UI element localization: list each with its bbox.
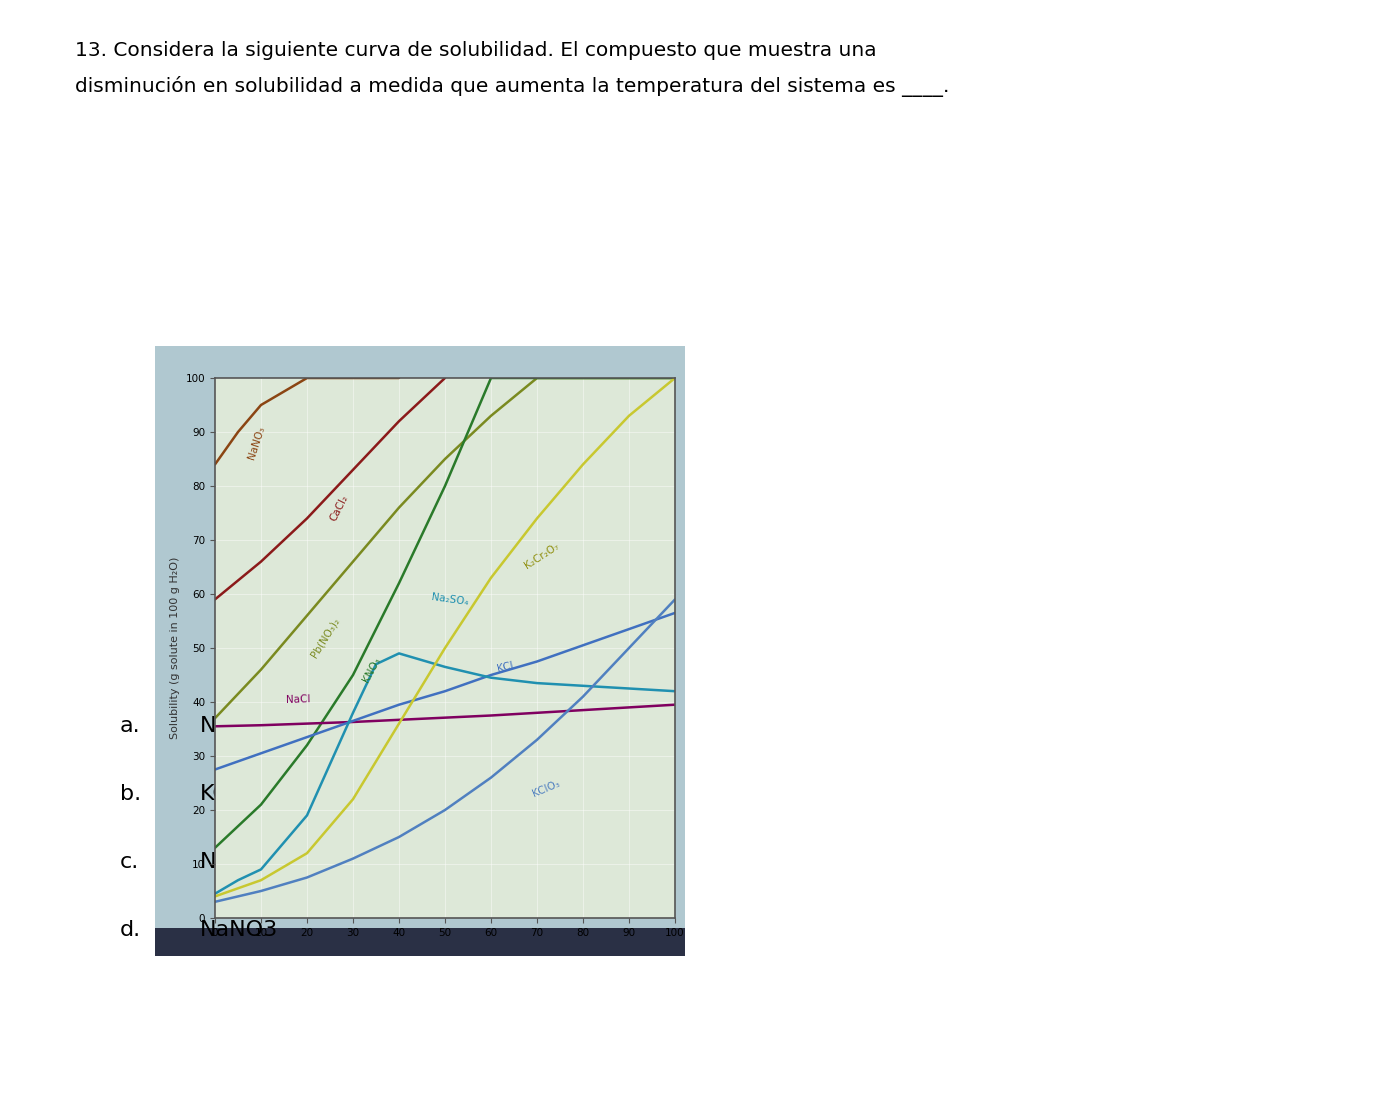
Text: KCl: KCl [495, 660, 514, 674]
Text: 13. Considera la siguiente curva de solubilidad. El compuesto que muestra una: 13. Considera la siguiente curva de solu… [76, 41, 877, 60]
Text: a.: a. [120, 716, 140, 737]
Text: d.: d. [120, 920, 142, 940]
Text: Na2SO4: Na2SO4 [199, 852, 290, 872]
Text: K₂Cr₂O₇: K₂Cr₂O₇ [522, 541, 561, 571]
Text: KNO₃: KNO₃ [360, 655, 382, 684]
Text: NaNO3: NaNO3 [199, 920, 278, 940]
Text: disminución en solubilidad a medida que aumenta la temperatura del sistema es __: disminución en solubilidad a medida que … [76, 76, 949, 98]
Bar [155, 928, 685, 956]
Text: CaCl₂: CaCl₂ [329, 493, 351, 523]
Text: NaCl: NaCl [199, 716, 252, 737]
Text: c.: c. [120, 852, 139, 872]
Text: KClO₃: KClO₃ [531, 778, 561, 799]
Text: b.: b. [120, 784, 142, 804]
Text: NaNO₃: NaNO₃ [246, 425, 267, 460]
Bar [155, 346, 685, 956]
Text: NaCl: NaCl [286, 694, 311, 705]
Text: Pb(NO₃)₂: Pb(NO₃)₂ [309, 616, 341, 659]
Text: KClO3: KClO3 [199, 784, 267, 804]
Text: Na₂SO₄: Na₂SO₄ [430, 592, 469, 607]
Y-axis label: Solubility (g solute in 100 g H₂O): Solubility (g solute in 100 g H₂O) [170, 557, 180, 739]
